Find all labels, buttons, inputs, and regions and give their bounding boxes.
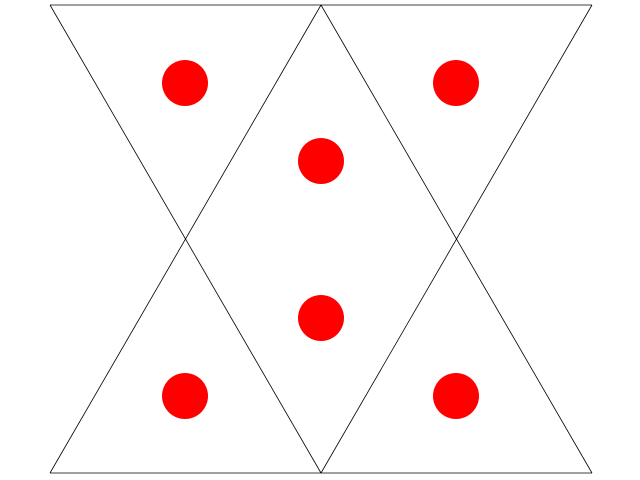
diagonal-center-up-left	[49, 4, 322, 474]
dot-top-left	[162, 60, 208, 106]
edges-layer	[49, 4, 593, 474]
dots-layer	[162, 60, 479, 419]
diagonal-right-up	[320, 4, 593, 474]
dot-center-lower	[298, 295, 344, 341]
dot-center-upper	[298, 138, 344, 184]
dot-bottom-right	[433, 373, 479, 419]
dot-bottom-left	[162, 373, 208, 419]
dot-top-right	[433, 60, 479, 106]
